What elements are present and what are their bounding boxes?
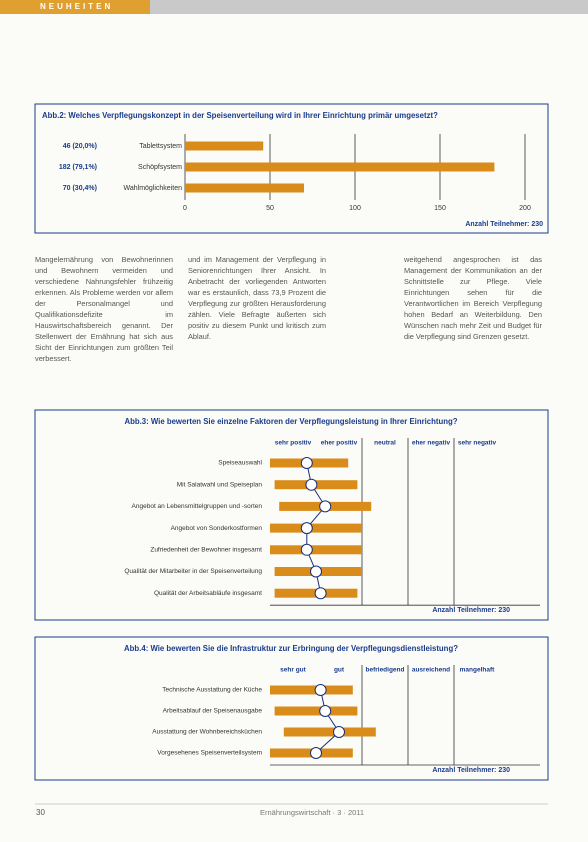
- column-header: eher positiv: [321, 440, 358, 447]
- column-header: ausreichend: [412, 667, 450, 674]
- mean-marker: [319, 500, 332, 513]
- mean-marker: [310, 565, 322, 578]
- range-bar: [283, 727, 376, 737]
- chart-title: Abb.3: Wie bewerten Sie einzelne Faktore…: [124, 417, 457, 426]
- value-label: 182 (79,1%): [59, 164, 97, 171]
- mean-marker: [319, 705, 332, 717]
- footer-source: Ernährungswirtschaft · 3 · 2011: [260, 808, 364, 817]
- mean-line: [315, 689, 340, 754]
- column-header: sehr positiv: [275, 440, 312, 447]
- range-bar: [270, 545, 362, 555]
- x-tick-label: 50: [266, 205, 274, 212]
- note: Anzahl Teilnehmer: 230: [432, 607, 510, 614]
- category-label: Angebot an Lebensmittelgruppen und -sort…: [132, 503, 263, 510]
- mean-marker: [314, 587, 327, 600]
- mean-marker: [300, 522, 313, 535]
- category-label: Zufriedenheit der Bewohner insgesamt: [150, 547, 262, 554]
- category-label: Qualität der Arbeitsabläufe insgesamt: [154, 590, 262, 597]
- category-label: Vorgesehenes Speisenverteilsystem: [157, 750, 262, 757]
- mean-marker: [305, 478, 318, 491]
- column-header: sehr negativ: [458, 440, 497, 447]
- category-label: Ausstattung der Wohnbereichsküchen: [152, 729, 262, 736]
- mean-marker: [310, 747, 322, 759]
- page-number: 30: [36, 808, 45, 817]
- x-tick-label: 100: [349, 205, 361, 212]
- chart-title: Abb.4: Wie bewerten Sie die Infrastruktu…: [124, 644, 458, 653]
- value-label: 46 (20,0%): [63, 143, 97, 150]
- category-label: Qualität der Mitarbeiter in der Speisenv…: [124, 568, 262, 575]
- x-tick-label: 0: [183, 205, 187, 212]
- mean-marker: [314, 684, 327, 696]
- chart-title: Abb.2: Welches Verpflegungskonzept in de…: [42, 111, 438, 120]
- category-label: Technische Ausstattung der Küche: [162, 687, 262, 694]
- bar: [185, 162, 495, 172]
- column-header: eher negativ: [412, 440, 451, 447]
- note: Anzahl Teilnehmer: 230: [432, 767, 510, 774]
- column-header: gut: [334, 667, 345, 674]
- category-label: Mit Salatwahl und Speiseplan: [177, 481, 263, 488]
- section-label: NEUHEITEN: [40, 2, 113, 11]
- text-column: Mangelernährung von Bewohnerinnen und Be…: [35, 255, 173, 363]
- category-label: Schöpfsystem: [138, 164, 182, 171]
- column-header: mangelhaft: [460, 667, 496, 674]
- chart-frame: [34, 409, 549, 621]
- text-column: weitgehend angesprochen ist das Manageme…: [404, 255, 542, 341]
- category-label: Tablettsystem: [139, 143, 182, 150]
- column-header: befriedigend: [365, 667, 404, 674]
- note: Anzahl Teilnehmer: 230: [465, 221, 543, 228]
- bar: [185, 183, 304, 193]
- text-column: und im Management der Verpflegung in Sen…: [188, 255, 326, 341]
- value-label: 70 (30,4%): [63, 185, 97, 192]
- x-tick-label: 150: [434, 205, 446, 212]
- bar: [185, 141, 264, 151]
- chart-frame: [34, 636, 549, 781]
- column-header: neutral: [374, 440, 396, 447]
- category-label: Wahlmöglichkeiten: [124, 185, 183, 192]
- mean-marker: [300, 543, 313, 556]
- range-bar: [274, 706, 358, 716]
- x-tick-label: 200: [519, 205, 531, 212]
- category-label: Angebot von Sonderkostformen: [171, 525, 263, 532]
- mean-marker: [333, 726, 345, 738]
- range-bar: [270, 523, 362, 533]
- category-label: Arbeitsablauf der Speisenausgabe: [163, 708, 263, 715]
- chart-frame: [34, 103, 549, 234]
- column-header: sehr gut: [280, 667, 306, 674]
- header-accent: [0, 0, 150, 14]
- mean-marker: [300, 457, 313, 469]
- range-bar: [270, 685, 353, 695]
- category-label: Speiseauswahl: [218, 460, 262, 467]
